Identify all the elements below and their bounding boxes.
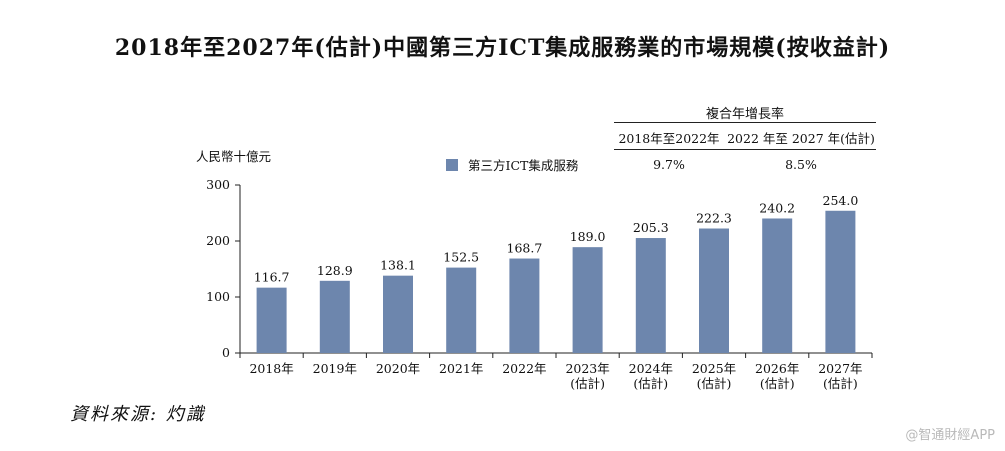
legend-swatch <box>446 158 458 171</box>
source-note: 資料來源: 灼識 <box>70 404 206 425</box>
y-tick-label: 0 <box>222 345 230 360</box>
cagr-col2-label: 2022 年至 2027 年(估計) <box>727 131 875 146</box>
x-tick-label: (估計) <box>760 376 795 391</box>
bar <box>572 247 603 353</box>
bar-value-label: 222.3 <box>696 211 732 226</box>
bar <box>446 267 477 353</box>
y-axis-label: 人民幣十億元 <box>196 149 271 164</box>
x-tick-label: (估計) <box>570 376 605 391</box>
bar-value-label: 189.0 <box>570 229 606 244</box>
bar-value-label: 254.0 <box>823 193 859 208</box>
x-tick-label: 2021年 <box>439 361 483 376</box>
bar <box>825 210 856 353</box>
bar <box>699 228 729 353</box>
x-tick-label: 2027年 <box>818 361 862 376</box>
bar-value-label: 152.5 <box>443 250 479 265</box>
chart-title: 2018年至2027年(估計)中國第三方ICT集成服務業的市場規模(按收益計) <box>114 35 891 61</box>
x-tick-label: (估計) <box>823 376 858 391</box>
x-tick-label: 2018年 <box>249 361 293 376</box>
x-tick-label: 2024年 <box>629 361 673 376</box>
cagr-header: 複合年增長率 <box>705 107 784 122</box>
cagr-col1-value: 9.7% <box>653 157 685 172</box>
x-tick-label: 2019年 <box>313 361 357 376</box>
x-tick-label: (估計) <box>697 376 732 391</box>
bar-value-label: 240.2 <box>759 200 795 215</box>
bar-value-label: 205.3 <box>633 220 669 235</box>
bar-value-label: 128.9 <box>317 263 353 278</box>
cagr-col2-value: 8.5% <box>785 157 817 172</box>
x-tick-label: 2020年 <box>376 361 420 376</box>
x-tick-label: 2023年 <box>565 361 609 376</box>
y-tick-label: 100 <box>206 289 230 304</box>
bar <box>509 258 540 353</box>
legend-label: 第三方ICT集成服務 <box>468 158 579 173</box>
bar-value-label: 138.1 <box>380 258 416 273</box>
cagr-rule-top <box>614 122 876 123</box>
x-tick-label: (估計) <box>633 376 668 391</box>
bar <box>635 238 666 353</box>
y-tick-label: 200 <box>206 233 230 248</box>
bar-value-label: 116.7 <box>254 270 290 285</box>
bar <box>319 280 350 353</box>
cagr-rule-bottom <box>614 149 876 150</box>
bar <box>383 275 413 353</box>
bar-value-label: 168.7 <box>507 241 543 256</box>
y-tick-label: 300 <box>206 177 230 192</box>
watermark: @智通財經APP <box>905 428 995 443</box>
x-tick-label: 2022年 <box>502 361 546 376</box>
cagr-col1-label: 2018年至2022年 <box>618 131 720 146</box>
legend: 第三方ICT集成服務 <box>446 155 578 174</box>
bar <box>256 287 287 353</box>
x-tick-label: 2025年 <box>692 361 736 376</box>
x-tick-label: 2026年 <box>755 361 799 376</box>
bar <box>762 218 793 353</box>
